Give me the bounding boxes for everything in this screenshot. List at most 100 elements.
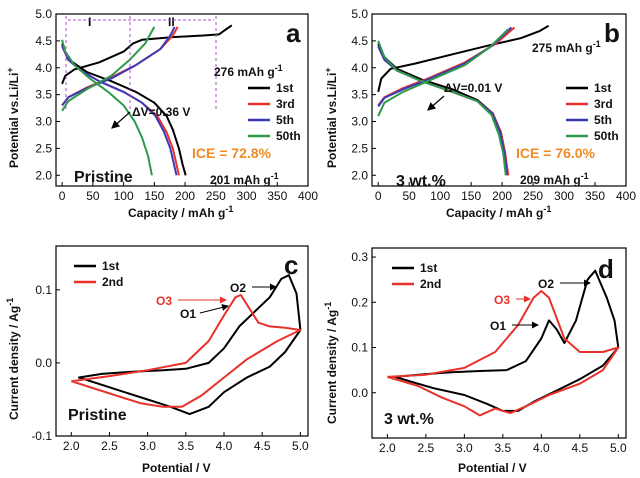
panel-c-o1-label: O1 <box>180 307 196 321</box>
panel-b-x-tick-label: 150 <box>461 189 481 203</box>
panel-b-delta-v: ΔV=0.01 V <box>444 81 502 95</box>
panel-d-y-axis-label: Current density / Ag-1 <box>323 302 339 424</box>
panel-a-x-tick-label: 100 <box>114 189 134 203</box>
panel-a-x-tick-label: 150 <box>144 189 164 203</box>
panel-d-axes-box <box>371 247 627 439</box>
panel-b-x-tick-label: 350 <box>585 189 605 203</box>
panel-a-y-tick-label: 3.0 <box>35 115 52 129</box>
panel-a-x-tick-label: 200 <box>175 189 195 203</box>
panel-b-series <box>377 24 550 176</box>
panel-c-x-tick-label: 3.0 <box>139 439 156 453</box>
panel-d-series-1st-line <box>394 269 620 412</box>
panel-b-y-tick-label: 3.0 <box>351 115 368 129</box>
panel-b-x-tick-label: 100 <box>430 189 450 203</box>
panel-d-sample-label: 3 wt.% <box>384 411 434 428</box>
panel-d: 2.0 2.5 3.0 3.5 4.0 4.5 5.00.00.10.20.3 d 1st2… <box>323 247 627 475</box>
panel-d-label: d <box>598 254 614 284</box>
panel-a: 0 50 100 150 200 250 300 350 400 2.0 2.5 3.0 3.5 4.0 4… <box>5 7 318 220</box>
panel-b-axes: 0 50 100 150 200 250 300 350 400 2.0 2.5 3.0 3.5 4.0 4… <box>351 7 636 203</box>
panel-a-label: a <box>286 18 301 48</box>
panel-c-y-tick-label: 0.0 <box>35 356 52 370</box>
panel-a-series-5th-line <box>61 26 176 107</box>
panel-d-legend-label: 2nd <box>420 277 441 291</box>
panel-c-axes-box <box>55 245 309 437</box>
panel-b-y-tick-label: 2.0 <box>351 168 368 182</box>
panel-c-o1-arrow <box>199 304 229 314</box>
panel-b-x-axis-label: Capacity / mAh g-1 <box>446 204 551 220</box>
panel-d-x-tick-label: 3.0 <box>456 441 473 455</box>
panel-b-ice: ICE = 76.0% <box>516 145 596 161</box>
panel-b-legend-label: 3rd <box>594 97 613 111</box>
panel-a-series-50th-line <box>61 39 153 176</box>
panel-d-x-tick-label: 4.5 <box>571 441 588 455</box>
panel-b: 0 50 100 150 200 250 300 350 400 2.0 2.5 3.0 3.5 4.0 4… <box>323 7 636 220</box>
panel-c: 2.0 2.5 3.0 3.5 4.0 4.5 5.0-0.10.00.1 c 1st2nd… <box>5 245 309 475</box>
panel-b-sample-label: 3 wt.% <box>396 173 446 190</box>
panel-a-legend-label: 5th <box>276 113 294 127</box>
panel-a-series <box>61 24 233 176</box>
panel-a-gridless-frame <box>55 13 309 187</box>
panel-a-legend-label: 50th <box>276 129 301 143</box>
panel-c-x-tick-label: 5.0 <box>292 439 309 453</box>
panel-a-axes-box <box>55 13 309 187</box>
panel-b-y-tick-label: 4.5 <box>351 34 368 48</box>
panel-a-x-tick-label: 400 <box>298 189 318 203</box>
panel-b-x-tick-label: 200 <box>492 189 512 203</box>
panel-b-x-tick-label: 0 <box>375 189 382 203</box>
panel-d-series <box>387 269 620 417</box>
panel-b-series-50th-line <box>377 28 509 117</box>
panel-a-axes: 0 50 100 150 200 250 300 350 400 2.0 2.5 3.0 3.5 4.0 4… <box>35 7 318 203</box>
panel-d-x-tick-label: 2.5 <box>418 441 435 455</box>
panel-a-y-axis-label: Potential vs.Li/Li+ <box>5 67 21 168</box>
panel-d-x-tick-label: 3.5 <box>495 441 512 455</box>
panel-b-delta-v-arrow <box>427 95 445 111</box>
panel-a-y-tick-label: 5.0 <box>35 7 52 21</box>
panel-d-legend-label: 1st <box>420 261 437 275</box>
panel-d-y-tick-label: 0.0 <box>351 386 368 400</box>
panel-a-charge-capacity: 276 mAh g-1 <box>214 63 283 79</box>
panel-a-x-tick-label: 0 <box>59 189 66 203</box>
panel-c-x-tick-label: 2.0 <box>63 439 80 453</box>
panel-c-sample-label: Pristine <box>68 407 127 424</box>
panel-b-x-tick-label: 50 <box>402 189 416 203</box>
panel-a-series-1st-line <box>61 24 233 85</box>
panel-b-x-tick-label: 400 <box>616 189 636 203</box>
panel-d-y-tick-label: 0.1 <box>351 341 368 355</box>
panel-b-series-1st-line <box>377 24 550 93</box>
panel-a-ice: ICE = 72.8% <box>192 145 272 161</box>
panel-d-y-tick-label: 0.3 <box>351 250 368 264</box>
panel-d-o3-label: O3 <box>494 293 510 307</box>
panel-d-o2-label: O2 <box>538 277 554 291</box>
panel-b-y-axis-label: Potential vs.Li/Li+ <box>323 67 339 168</box>
panel-c-y-axis-label: Current density / Ag-1 <box>5 298 21 420</box>
panel-b-legend-label: 1st <box>594 81 611 95</box>
panel-c-series-2nd-line <box>70 294 302 408</box>
panel-a-y-tick-label: 2.0 <box>35 168 52 182</box>
panel-a-x-tick-label: 50 <box>86 189 100 203</box>
panel-a-series-50th-line <box>61 26 156 112</box>
panel-d-series-2nd-line <box>387 290 620 417</box>
panel-a-discharge-capacity: 201 mAh g-1 <box>210 171 279 187</box>
panel-a-y-tick-label: 3.5 <box>35 88 52 102</box>
panel-d-o1-label: O1 <box>490 319 506 333</box>
panel-d-axes: 2.0 2.5 3.0 3.5 4.0 4.5 5.0 0.0 0.1 0.2 0.3 <box>351 250 627 455</box>
panel-a-x-tick-label: 250 <box>206 189 226 203</box>
panel-c-series-1st-line <box>77 274 302 416</box>
panel-c-legend-label: 1st <box>102 259 119 273</box>
panel-a-legend-label: 3rd <box>276 97 295 111</box>
panel-b-legend-label: 50th <box>594 129 619 143</box>
panel-d-y-tick-label: 0.2 <box>351 295 368 309</box>
panel-a-region-1: I <box>88 15 91 29</box>
panel-c-series <box>70 274 302 416</box>
panel-c-axes: 2.0 2.5 3.0 3.5 4.0 4.5 5.0 -0.1 0.0 0.1 <box>31 283 309 453</box>
panel-a-y-tick-label: 4.5 <box>35 34 52 48</box>
panel-a-region-2: II <box>168 15 175 29</box>
panel-c-x-tick-label: 2.5 <box>101 439 118 453</box>
panel-a-x-tick-label: 300 <box>237 189 257 203</box>
panel-d-x-tick-label: 4.0 <box>533 441 550 455</box>
panel-b-legend: 1st 3rd 5th 50th <box>566 81 619 143</box>
panel-b-x-tick-label: 250 <box>523 189 543 203</box>
